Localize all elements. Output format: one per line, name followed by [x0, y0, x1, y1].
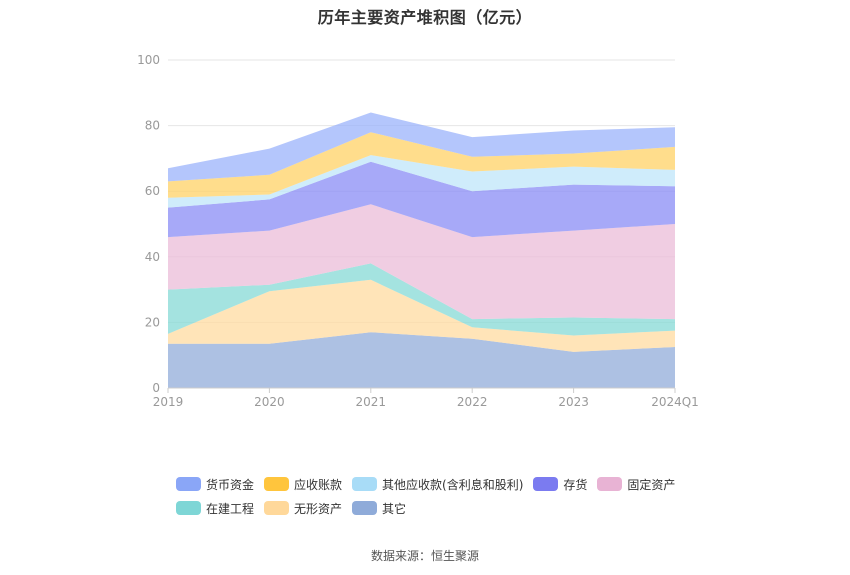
- legend-label: 无形资产: [294, 501, 343, 516]
- y-tick-label: 0: [152, 381, 160, 395]
- axes: 0 20 40 60 80 100 2019 2020 2021 2022 2023 2024Q1: [137, 53, 699, 409]
- legend-row: 货币资金 应收账款 其他应收款(含利息和股利) 存货 固定资产: [176, 472, 716, 496]
- x-tick-label: 2024Q1: [651, 395, 699, 409]
- x-tick-label: 2019: [153, 395, 184, 409]
- legend-item[interactable]: 无形资产: [264, 500, 342, 517]
- legend-item[interactable]: 其它: [352, 500, 406, 517]
- legend-item[interactable]: 应收账款: [264, 476, 342, 493]
- legend-swatch: [176, 501, 201, 515]
- area-series: [168, 132, 675, 198]
- legend-label: 应收账款: [294, 477, 343, 492]
- legend-label: 固定资产: [627, 477, 676, 492]
- x-tick-label: 2021: [356, 395, 387, 409]
- legend-row: 在建工程 无形资产 其它: [176, 496, 716, 520]
- area-series: [168, 112, 675, 388]
- x-tick-label: 2020: [254, 395, 285, 409]
- legend-item[interactable]: 存货: [533, 476, 587, 493]
- y-tick-label: 40: [145, 250, 160, 264]
- x-tick-label: 2022: [457, 395, 488, 409]
- legend-item[interactable]: 在建工程: [176, 500, 254, 517]
- legend-label: 存货: [563, 477, 588, 492]
- chart-title: 历年主要资产堆积图（亿元）: [317, 8, 533, 27]
- legend-swatch: [176, 477, 201, 491]
- legend-swatch: [352, 477, 378, 491]
- legend-label: 其它: [382, 501, 407, 516]
- legend-label: 其他应收款(含利息和股利): [382, 477, 524, 492]
- area-series: [168, 112, 675, 182]
- y-tick-label: 100: [137, 53, 160, 67]
- legend-swatch: [597, 477, 623, 491]
- y-tick-label: 60: [145, 184, 160, 198]
- area-series: [168, 204, 675, 320]
- legend-label: 货币资金: [206, 477, 255, 492]
- legend-swatch: [352, 501, 378, 515]
- area-series: [168, 263, 675, 336]
- data-source: 数据来源：恒生聚源: [370, 549, 479, 563]
- legend-label: 在建工程: [206, 501, 255, 516]
- legend-swatch: [264, 477, 290, 491]
- area-series: [168, 332, 675, 388]
- y-tick-label: 20: [145, 315, 160, 329]
- legend-item[interactable]: 固定资产: [597, 476, 675, 493]
- legend-item[interactable]: 其他应收款(含利息和股利): [352, 476, 523, 493]
- chart-legend: 货币资金 应收账款 其他应收款(含利息和股利) 存货 固定资产 在建工程 无形资产 其它: [176, 472, 716, 520]
- legend-swatch: [533, 477, 559, 491]
- y-tick-label: 80: [145, 119, 160, 133]
- legend-item[interactable]: 货币资金: [176, 476, 254, 493]
- area-series: [168, 161, 675, 238]
- area-series: [168, 279, 675, 352]
- area-series: [168, 155, 675, 208]
- legend-swatch: [264, 501, 290, 515]
- x-tick-label: 2023: [558, 395, 589, 409]
